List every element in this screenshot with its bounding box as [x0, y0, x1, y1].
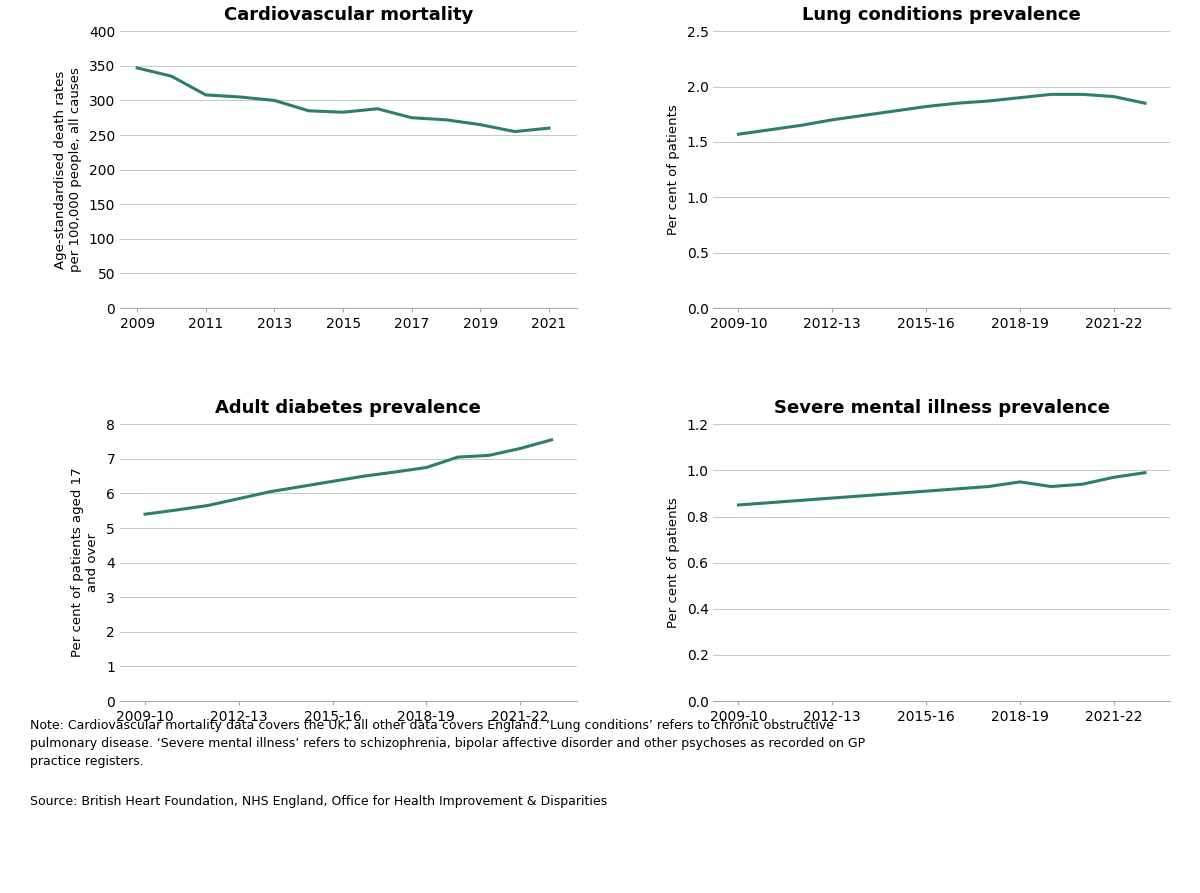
Title: Adult diabetes prevalence: Adult diabetes prevalence [215, 399, 481, 417]
Y-axis label: Per cent of patients: Per cent of patients [667, 497, 679, 628]
Title: Severe mental illness prevalence: Severe mental illness prevalence [774, 399, 1110, 417]
Y-axis label: Age-standardised death rates
per 100,000 people, all causes: Age-standardised death rates per 100,000… [54, 67, 82, 272]
Text: Source: British Heart Foundation, NHS England, Office for Health Improvement & D: Source: British Heart Foundation, NHS En… [30, 795, 607, 808]
Y-axis label: Per cent of patients: Per cent of patients [667, 104, 679, 235]
Text: Note: Cardiovascular mortality data covers the UK, all other data covers England: Note: Cardiovascular mortality data cove… [30, 719, 865, 768]
Title: Lung conditions prevalence: Lung conditions prevalence [803, 6, 1081, 24]
Title: Cardiovascular mortality: Cardiovascular mortality [223, 6, 473, 24]
Y-axis label: Per cent of patients aged 17
and over: Per cent of patients aged 17 and over [71, 468, 100, 657]
